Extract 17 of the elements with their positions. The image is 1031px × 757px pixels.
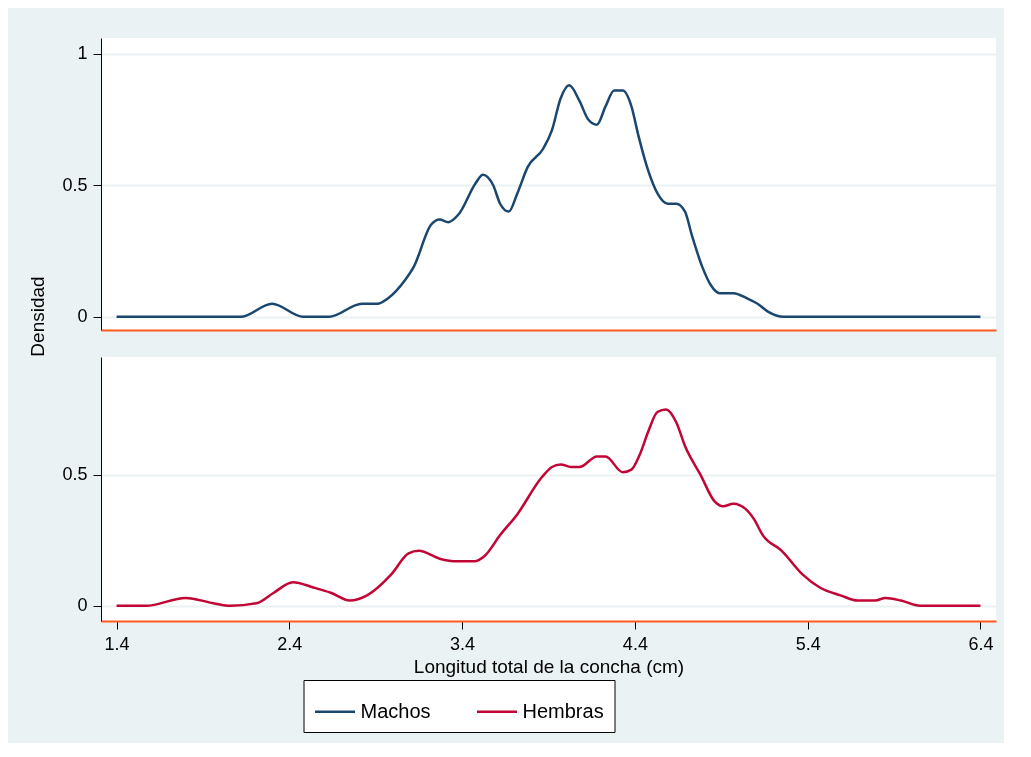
x-axis-title: Longitud total de la concha (cm) [413, 655, 685, 677]
legend-label: Machos [360, 699, 431, 722]
x-tick-label: 3.4 [450, 633, 476, 654]
legend-label: Hembras [522, 699, 604, 722]
x-tick-label: 6.4 [968, 633, 994, 654]
line-series [115, 408, 982, 608]
y-tick-label: 1 [77, 43, 88, 64]
y-tick-label: 0 [77, 306, 88, 327]
y-tick-label: 0 [77, 595, 88, 616]
y-tick-label: 0.5 [62, 464, 88, 485]
x-tick-label: 4.4 [622, 633, 648, 654]
x-tick-label: 2.4 [277, 633, 303, 654]
line-series [115, 84, 982, 319]
y-axis-title: Densidad [27, 276, 49, 357]
x-tick-label: 1.4 [104, 633, 130, 654]
x-tick-label: 5.4 [795, 633, 821, 654]
y-tick-label: 0.5 [62, 174, 88, 195]
